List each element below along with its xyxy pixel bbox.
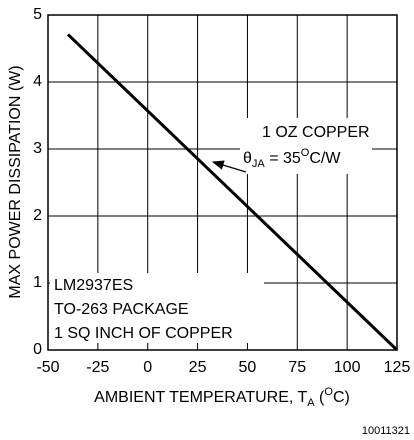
x-tick-label: 125 (384, 359, 411, 376)
footnote: 10011321 (362, 425, 410, 437)
y-tick-label: 0 (33, 341, 42, 358)
x-tick-label: 50 (239, 359, 257, 376)
x-tick-label: 25 (189, 359, 207, 376)
box-text: TO-263 PACKAGE (54, 301, 189, 318)
marks (66, 33, 399, 352)
x-label-part: C) (333, 389, 350, 406)
y-tick-label: 2 (33, 207, 42, 224)
annotation-part: = 35 (265, 150, 301, 167)
x-tick-label: 100 (334, 359, 361, 376)
annotation-sub: JA (252, 158, 266, 170)
annotation-arrow (211, 160, 247, 173)
box-text: LM2937ES (54, 277, 133, 294)
x-label-sub: A (307, 397, 315, 409)
x-tick-label: 0 (143, 359, 152, 376)
y-axis-label: MAX POWER DISSIPATION (W) (7, 65, 24, 298)
annotation-part: C/W (309, 150, 341, 167)
x-label-part: AMBIENT TEMPERATURE, T (94, 389, 307, 406)
annotation: 1 OZ COPPER (262, 124, 370, 141)
box-bg (50, 273, 264, 343)
x-label-sup: O (324, 386, 333, 398)
x-axis-label: AMBIENT TEMPERATURE, TA (OC) (94, 386, 350, 409)
annotation-sup: O (301, 147, 310, 159)
x-tick-label: -25 (86, 359, 109, 376)
data-line (66, 33, 399, 352)
y-tick-label: 5 (33, 6, 42, 23)
x-label-part: ( (315, 389, 325, 406)
box-text: 1 SQ INCH OF COPPER (54, 325, 233, 342)
x-tick-label: -50 (36, 359, 59, 376)
annotation: θJA = 35OC/W (243, 147, 341, 170)
x-tick-label: 75 (288, 359, 306, 376)
y-tick-label: 1 (33, 274, 42, 291)
annotation-bg (240, 118, 372, 174)
annotation-part: θ (243, 150, 252, 167)
y-tick-label: 3 (33, 140, 42, 157)
y-tick-label: 4 (33, 73, 42, 90)
plot-frame (47, 14, 398, 351)
